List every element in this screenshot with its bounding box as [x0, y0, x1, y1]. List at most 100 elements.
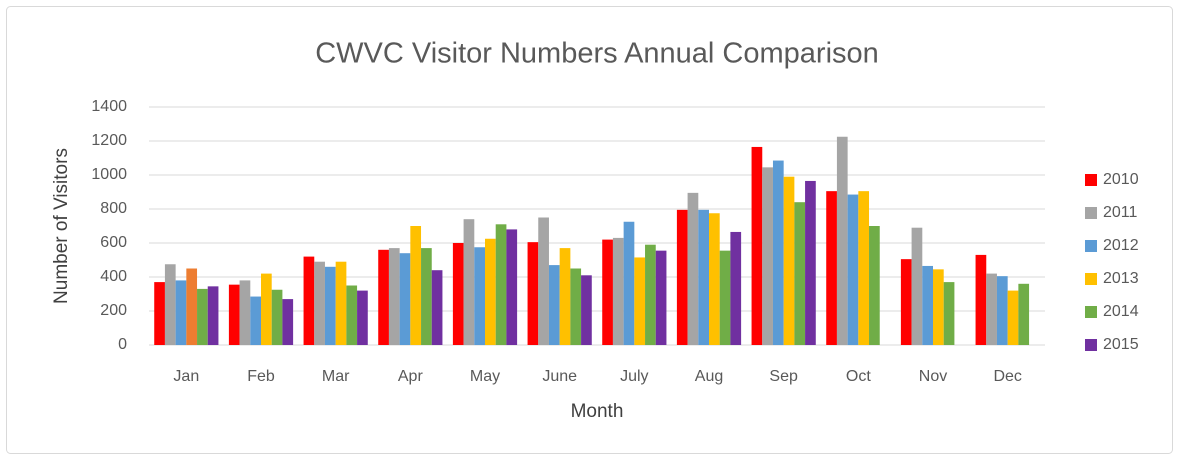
- bar: [463, 219, 475, 345]
- x-tick-label: June: [542, 368, 577, 385]
- x-tick-label: Jan: [173, 368, 199, 385]
- x-tick-label: May: [470, 368, 500, 385]
- bar: [783, 176, 795, 345]
- bar: [570, 268, 582, 345]
- bar: [623, 221, 635, 345]
- bar: [911, 227, 923, 345]
- legend-swatch: [1085, 306, 1097, 318]
- bar: [719, 250, 731, 345]
- bar: [399, 253, 411, 345]
- y-tick-label: 400: [100, 268, 127, 285]
- bar: [634, 257, 646, 345]
- bar: [1007, 290, 1019, 345]
- bar: [335, 261, 347, 345]
- y-tick-label: 1000: [91, 166, 127, 183]
- legend-swatch: [1085, 240, 1097, 252]
- bar: [794, 202, 806, 345]
- chart-title: CWVC Visitor Numbers Annual Comparison: [315, 38, 879, 70]
- x-tick-label: Aug: [695, 368, 723, 385]
- y-tick-label: 200: [100, 302, 127, 319]
- y-tick-label: 800: [100, 200, 127, 217]
- bar: [410, 226, 422, 345]
- bar: [506, 229, 518, 345]
- bar: [730, 231, 742, 345]
- bar: [986, 273, 997, 345]
- legend-label: 2015: [1103, 336, 1139, 353]
- bar: [847, 194, 859, 345]
- bar: [175, 280, 187, 345]
- chart-border: [6, 6, 1173, 454]
- legend-swatch: [1085, 207, 1097, 219]
- y-tick-label: 0: [118, 336, 127, 353]
- bar: [495, 224, 507, 345]
- bar: [164, 264, 176, 345]
- x-tick-label: Nov: [919, 368, 947, 385]
- bar: [922, 265, 933, 345]
- bar: [612, 237, 624, 345]
- bar: [378, 249, 389, 345]
- bar: [228, 284, 240, 345]
- bar: [527, 242, 539, 345]
- bar: [655, 250, 667, 345]
- bar: [900, 259, 912, 345]
- bar: [186, 268, 198, 345]
- bar: [772, 160, 784, 345]
- legend-label: 2014: [1103, 303, 1139, 320]
- x-tick-label: Feb: [247, 368, 275, 385]
- bar: [836, 136, 848, 345]
- bar: [869, 226, 880, 345]
- bar: [346, 285, 358, 345]
- legend-swatch: [1085, 339, 1097, 351]
- y-axis-title: Number of Visitors: [51, 148, 72, 304]
- x-axis-title: Month: [571, 401, 624, 422]
- bar: [933, 269, 944, 345]
- bar: [207, 286, 219, 345]
- bar: [975, 254, 987, 345]
- legend-label: 2010: [1103, 171, 1139, 188]
- bar: [261, 273, 272, 345]
- bar: [858, 191, 870, 345]
- bar: [357, 290, 368, 345]
- y-tick-label: 1400: [91, 98, 127, 115]
- legend-label: 2013: [1103, 270, 1139, 287]
- y-tick-label: 600: [100, 234, 127, 251]
- bar: [709, 213, 720, 345]
- bar: [431, 270, 443, 345]
- bar: [548, 265, 560, 345]
- bar: [943, 282, 955, 345]
- bar: [698, 209, 709, 345]
- bar: [154, 282, 165, 345]
- x-tick-label: Sep: [769, 368, 798, 385]
- bar: [250, 296, 261, 345]
- bar: [538, 217, 549, 345]
- y-tick-label: 1200: [91, 132, 127, 149]
- bar: [474, 247, 485, 345]
- bar: [1018, 283, 1030, 345]
- x-tick-label: Apr: [398, 368, 424, 385]
- bar: [452, 243, 464, 345]
- legend-label: 2012: [1103, 237, 1139, 254]
- legend-swatch: [1085, 273, 1097, 285]
- bar: [239, 280, 251, 345]
- bar: [559, 248, 571, 345]
- bar: [388, 248, 400, 345]
- bar: [762, 167, 773, 345]
- bar: [805, 180, 816, 345]
- x-tick-label: Mar: [322, 368, 350, 385]
- bar: [996, 276, 1008, 345]
- bar: [421, 248, 432, 345]
- bar: [197, 288, 208, 345]
- bar: [645, 244, 656, 345]
- bar: [602, 239, 613, 345]
- bar: [303, 256, 315, 345]
- bar: [751, 146, 763, 345]
- bar: [282, 299, 294, 345]
- bar: [324, 266, 336, 345]
- legend-swatch: [1085, 174, 1097, 186]
- bar: [676, 209, 688, 345]
- x-tick-label: July: [620, 368, 648, 385]
- bar: [581, 275, 592, 345]
- legend-label: 2011: [1103, 204, 1138, 221]
- bar: [485, 238, 496, 345]
